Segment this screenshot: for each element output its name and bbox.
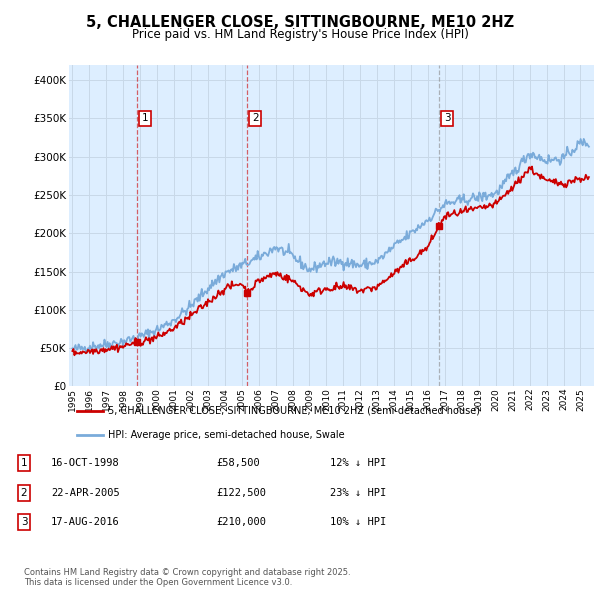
Text: £122,500: £122,500	[216, 488, 266, 497]
Text: Contains HM Land Registry data © Crown copyright and database right 2025.
This d: Contains HM Land Registry data © Crown c…	[24, 568, 350, 587]
Text: 22-APR-2005: 22-APR-2005	[51, 488, 120, 497]
Text: 16-OCT-1998: 16-OCT-1998	[51, 458, 120, 468]
Text: 3: 3	[20, 517, 28, 527]
Text: 2: 2	[252, 113, 259, 123]
Text: HPI: Average price, semi-detached house, Swale: HPI: Average price, semi-detached house,…	[109, 430, 345, 440]
Text: 1: 1	[20, 458, 28, 468]
Text: Price paid vs. HM Land Registry's House Price Index (HPI): Price paid vs. HM Land Registry's House …	[131, 28, 469, 41]
Text: 23% ↓ HPI: 23% ↓ HPI	[330, 488, 386, 497]
Text: 1: 1	[142, 113, 148, 123]
Text: £58,500: £58,500	[216, 458, 260, 468]
Text: 12% ↓ HPI: 12% ↓ HPI	[330, 458, 386, 468]
Text: 10% ↓ HPI: 10% ↓ HPI	[330, 517, 386, 527]
Text: 5, CHALLENGER CLOSE, SITTINGBOURNE, ME10 2HZ: 5, CHALLENGER CLOSE, SITTINGBOURNE, ME10…	[86, 15, 514, 30]
Text: 5, CHALLENGER CLOSE, SITTINGBOURNE, ME10 2HZ (semi-detached house): 5, CHALLENGER CLOSE, SITTINGBOURNE, ME10…	[109, 405, 481, 415]
Text: 3: 3	[444, 113, 451, 123]
Text: £210,000: £210,000	[216, 517, 266, 527]
Text: 17-AUG-2016: 17-AUG-2016	[51, 517, 120, 527]
Text: 2: 2	[20, 488, 28, 497]
